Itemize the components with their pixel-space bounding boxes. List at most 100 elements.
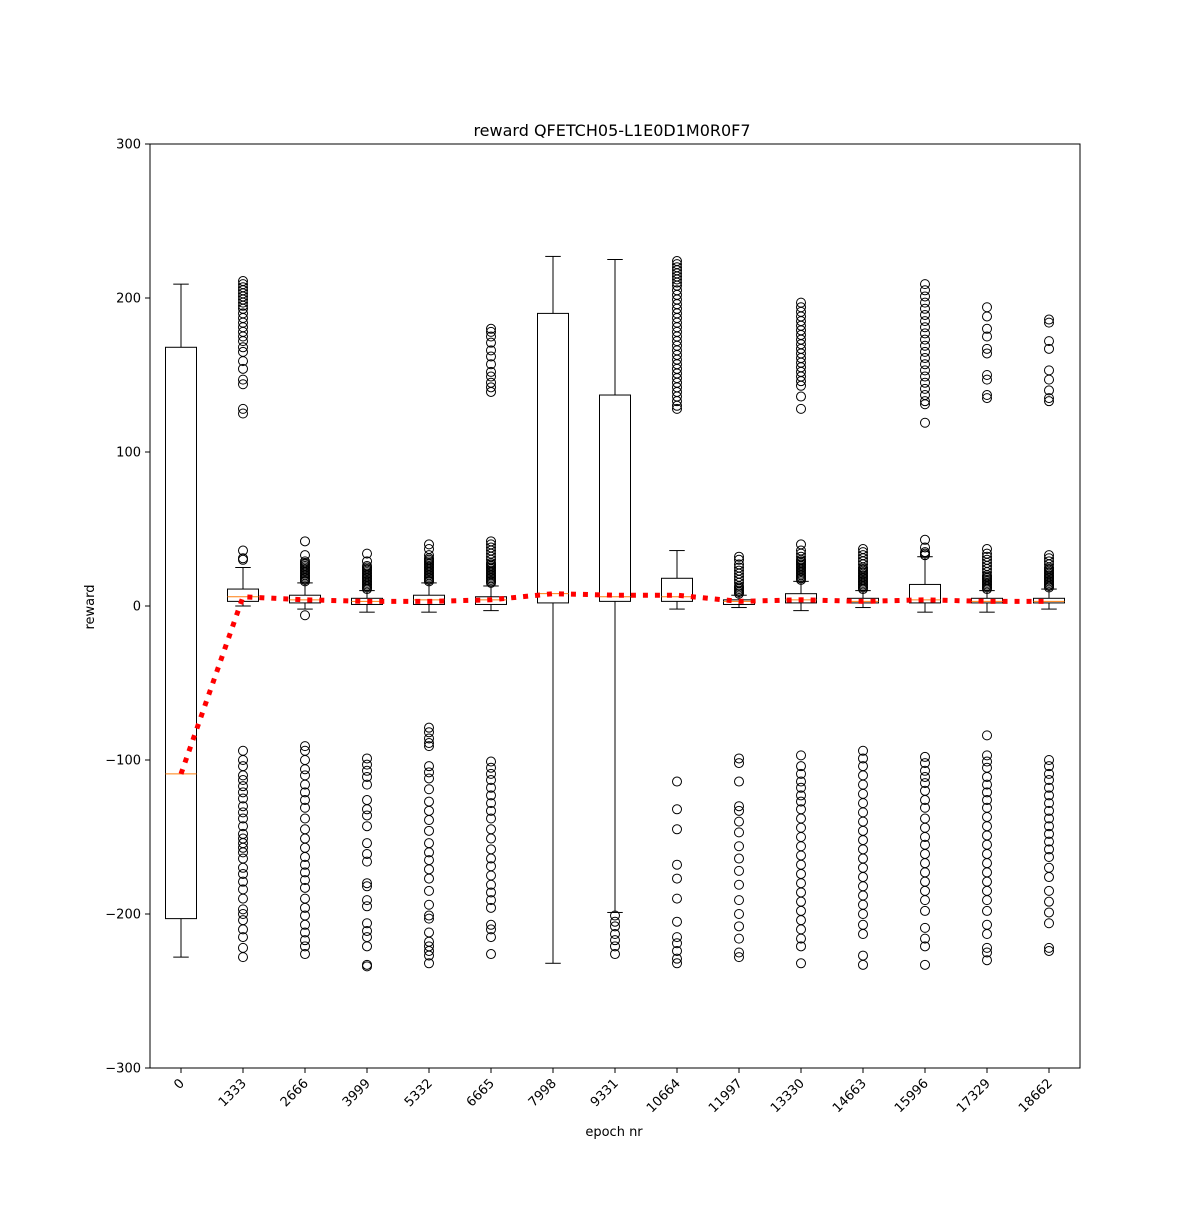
y-tick-label: 300 [116,138,141,153]
outlier-point [424,539,434,550]
outlier-point [300,852,310,863]
outlier-point [920,751,930,762]
outlier-point [920,941,930,952]
outlier-point [796,376,806,387]
outlier-point [982,311,992,322]
outlier-point [424,576,434,587]
box-body [909,583,941,604]
outlier-point [796,776,806,787]
outlier-point [300,536,310,547]
outlier-point [486,351,496,362]
outlier-point [796,380,806,391]
outlier-point [858,753,868,764]
outlier-point [424,767,434,778]
outlier-point [920,365,930,376]
outlier-point [424,899,434,910]
outlier-point [362,881,372,892]
outlier-point [734,947,744,958]
outlier-point [1044,918,1054,929]
outlier-point [982,947,992,958]
outlier-point [920,399,930,410]
outlier-point [920,279,930,290]
outlier-point [672,277,682,288]
outlier-point [486,919,496,930]
outlier-point [424,913,434,924]
outlier-point [238,847,248,858]
outlier-point [1044,343,1054,354]
outlier-point [1044,896,1054,907]
outlier-point [672,953,682,964]
outlier-point [1044,828,1054,839]
box-body [599,394,631,602]
box-plot-10664 [661,550,693,610]
outlier-point [672,403,682,414]
outlier-point [238,363,248,374]
outlier-point [486,756,496,767]
outlier-point [920,550,930,561]
outlier-point [486,577,496,588]
box-body [1033,597,1065,604]
outlier-point [238,868,248,879]
outlier-point [300,813,310,824]
outlier-point [300,576,310,587]
outlier-point [486,853,496,864]
outlier-point [362,838,372,849]
outlier-point [1044,374,1054,385]
outlier-point [238,775,248,786]
outlier-point [672,945,682,956]
outlier-point [920,334,930,345]
box-body [661,577,693,602]
outlier-point [486,798,496,809]
outlier-point [796,941,806,952]
outlier-point [362,771,372,782]
outlier-point [300,902,310,913]
outlier-point [1044,790,1054,801]
outlier-point [796,796,806,807]
outlier-point [982,374,992,385]
outlier-point [672,893,682,904]
outlier-point [486,331,496,342]
outlier-point [920,959,930,970]
outlier-point [486,337,496,348]
outlier-point [734,816,744,827]
outlier-point [362,810,372,821]
outlier-point [238,952,248,963]
outlier-point [486,382,496,393]
outlier-point [734,933,744,944]
outlier-point [424,958,434,969]
outlier-point [1044,798,1054,809]
outlier-point [238,909,248,919]
outlier-point [610,921,620,932]
outlier-point [486,326,496,337]
outlier-point [238,821,248,832]
chart-title: reward QFETCH05-L1E0D1M0R0F7 [473,121,750,140]
outlier-point [734,805,744,816]
outlier-point [982,730,992,741]
outlier-point [486,924,496,935]
outlier-point [486,371,496,382]
outlier-point [238,924,248,935]
outlier-point [982,779,992,790]
outlier-point [238,374,248,385]
outlier-point [1044,885,1054,896]
outlier-point [796,782,806,793]
outlier-point [486,813,496,824]
outlier-point [238,336,248,347]
outlier-point [300,779,310,790]
outlier-point [486,833,496,844]
box-plot-6665 [475,585,507,612]
outlier-point [672,859,682,870]
outlier-point [920,328,930,339]
outlier-point [1044,396,1054,407]
outlier-point [362,765,372,776]
outlier-point [672,824,682,835]
outlier-point [920,905,930,916]
outlier-point [920,542,930,553]
outlier-point [424,773,434,784]
outlier-point [610,949,620,960]
outlier-point [486,879,496,890]
outlier-point [920,895,930,906]
outlier-point [486,790,496,801]
outlier-point [1044,768,1054,779]
